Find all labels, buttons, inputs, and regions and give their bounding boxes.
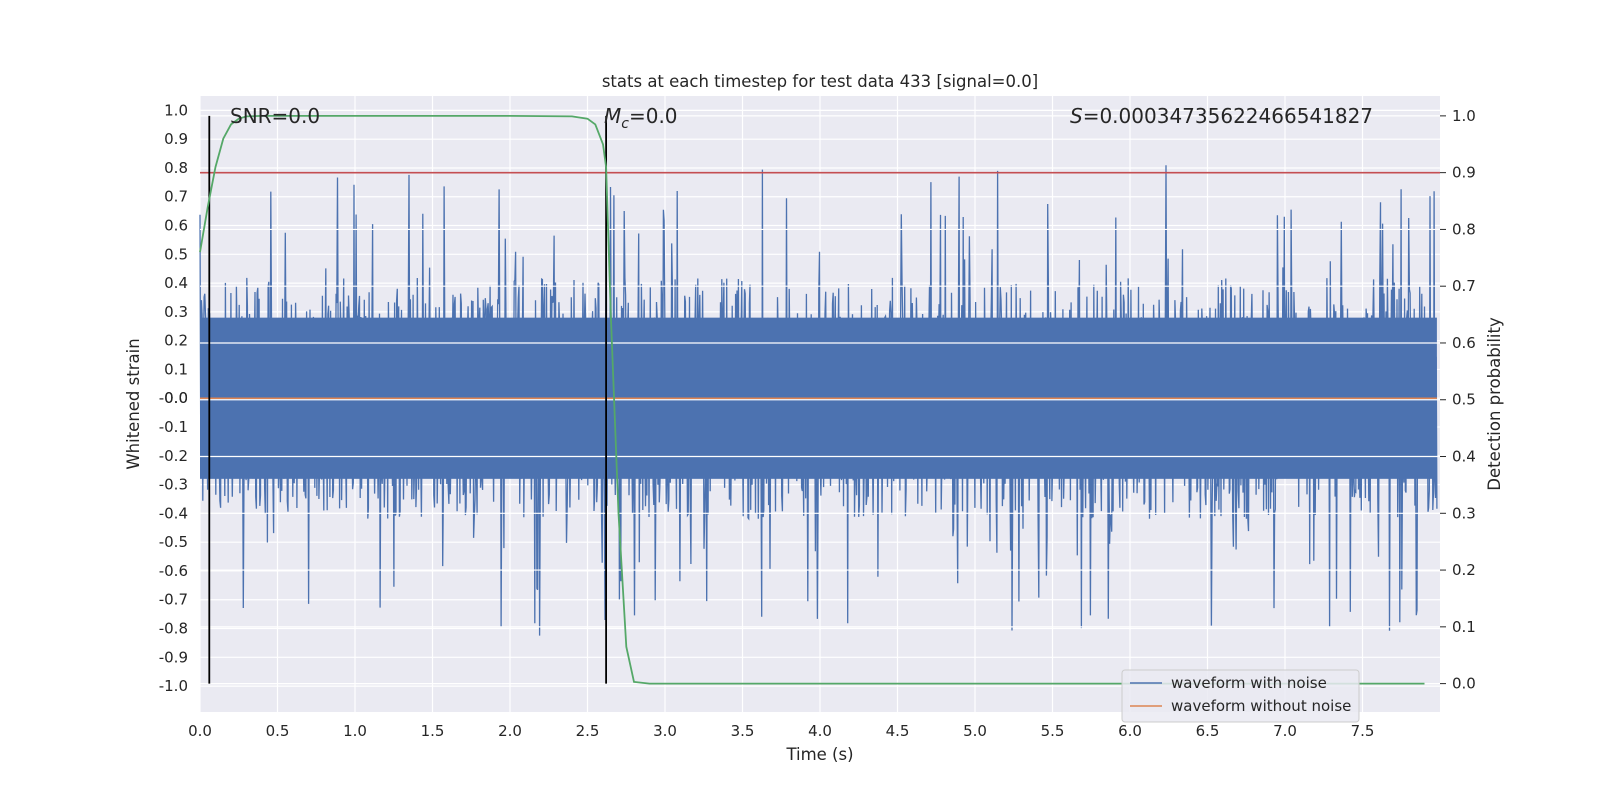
y-tick-label: -0.0 xyxy=(159,389,188,407)
y-tick-label: -0.2 xyxy=(159,447,188,465)
y-axis-label: Whitened strain xyxy=(124,338,143,469)
x-tick-label: 4.0 xyxy=(808,722,832,740)
y2-tick-labels: 1.0 0.9 0.8 0.7 0.6 0.5 0.4 0.3 0.2 0.1 0.0 xyxy=(1440,107,1476,693)
y2-axis-label: Detection probability xyxy=(1485,317,1504,491)
legend-label-noise: waveform with noise xyxy=(1171,674,1327,692)
y-tick-label: 0.9 xyxy=(164,130,188,148)
x-tick-label: 7.5 xyxy=(1351,722,1375,740)
y2-tick-label: 0.2 xyxy=(1452,561,1476,579)
x-tick-label: 5.0 xyxy=(963,722,987,740)
y-tick-label: -0.4 xyxy=(159,504,188,522)
y-tick-label: -1.0 xyxy=(159,677,188,695)
x-tick-label: 6.5 xyxy=(1196,722,1220,740)
y-tick-label: -0.1 xyxy=(159,418,188,436)
x-tick-label: 1.0 xyxy=(343,722,367,740)
legend-box xyxy=(1121,669,1360,723)
annotation-chirp-mass-subscript: c xyxy=(621,116,629,132)
annotation-snr: SNR=0.0 xyxy=(230,104,320,128)
y-tick-label: 0.5 xyxy=(164,245,188,263)
y-tick-label: -0.7 xyxy=(159,591,188,609)
y2-tick-label: 0.4 xyxy=(1452,448,1476,466)
y-tick-label: -0.3 xyxy=(159,476,188,494)
y-tick-label: 0.6 xyxy=(164,217,188,235)
x-tick-label: 1.5 xyxy=(421,722,445,740)
y2-tick-label: 0.5 xyxy=(1452,391,1476,409)
annotation-chirp-mass: Mc=0.0 xyxy=(604,104,678,132)
annotation-chirp-mass-symbol: M xyxy=(604,104,621,128)
y-tick-label: 0.1 xyxy=(164,360,188,378)
y-tick-label: 0.4 xyxy=(164,274,188,292)
y2-tick-label: 0.9 xyxy=(1452,164,1476,182)
y-tick-label: 1.0 xyxy=(164,101,188,119)
y-tick-label: 0.0 xyxy=(164,389,188,407)
x-tick-label: 5.5 xyxy=(1041,722,1065,740)
y2-tick-label: 0.3 xyxy=(1452,504,1476,522)
annotation-s-symbol: S xyxy=(1070,104,1083,128)
y-tick-label: -0.8 xyxy=(159,620,188,638)
x-tick-label: 0.0 xyxy=(188,722,212,740)
y-tick-label: 0.8 xyxy=(164,159,188,177)
legend: waveform with noise waveform without noi… xyxy=(1121,669,1360,723)
series-layer xyxy=(199,115,1440,685)
x-tick-labels: 0.0 0.5 1.0 1.5 2.0 2.5 3.0 3.5 4.0 4.5 5.0 5.5 6.0 6… xyxy=(188,722,1374,740)
series-detection-probability xyxy=(199,115,1425,685)
annotation-s-value: S=0.00034735622466541827 xyxy=(1070,104,1373,128)
y2-tick-label: 1.0 xyxy=(1452,107,1476,125)
y-tick-labels: 1.0 0.9 0.8 0.7 0.6 0.5 0.4 0.3 0.2 0.1 0.0-0.0 -0.… xyxy=(159,101,188,695)
y-tick-label: -0.9 xyxy=(159,648,188,666)
x-tick-label: 6.0 xyxy=(1118,722,1142,740)
y2-tick-label: 0.8 xyxy=(1452,220,1476,238)
y-tick-label: 0.2 xyxy=(164,332,188,350)
x-tick-label: 2.0 xyxy=(498,722,522,740)
y-tick-label: 0.3 xyxy=(164,303,188,321)
x-tick-label: 4.5 xyxy=(886,722,910,740)
x-tick-label: 2.5 xyxy=(576,722,600,740)
x-tick-label: 3.5 xyxy=(731,722,755,740)
chart-title: stats at each timestep for test data 433… xyxy=(602,72,1038,91)
y2-tick-label: 0.7 xyxy=(1452,277,1476,295)
y-tick-label: -0.5 xyxy=(159,533,188,551)
annotation-chirp-mass-value: =0.0 xyxy=(629,104,678,128)
y2-tick-label: 0.1 xyxy=(1452,618,1476,636)
x-tick-label: 7.0 xyxy=(1273,722,1297,740)
legend-label-clean: waveform without noise xyxy=(1171,697,1351,715)
y-tick-label: 0.7 xyxy=(164,188,188,206)
y2-tick-label: 0.6 xyxy=(1452,334,1476,352)
x-tick-label: 0.5 xyxy=(266,722,290,740)
y2-tick-label: 0.0 xyxy=(1452,675,1476,693)
annotation-s-number: =0.00034735622466541827 xyxy=(1083,104,1373,128)
x-axis-label: Time (s) xyxy=(785,745,853,764)
x-tick-label: 3.0 xyxy=(653,722,677,740)
y-tick-label: -0.6 xyxy=(159,562,188,580)
